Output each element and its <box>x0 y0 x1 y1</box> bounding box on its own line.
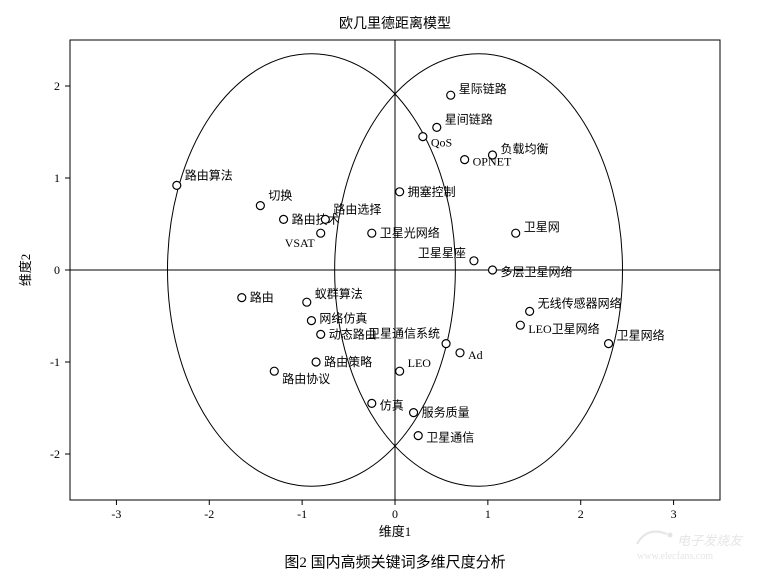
point-label: 网络仿真 <box>319 311 367 326</box>
y-axis-label: 维度2 <box>18 254 33 287</box>
point-label: 路由策略 <box>324 354 372 369</box>
point-label: 无线传感器网络 <box>538 295 622 310</box>
scatter-chart: 欧几里德距离模型-3-2-10123-2-1012维度1维度2路由算法切换路由技… <box>0 0 772 579</box>
point-label: 服务质量 <box>422 405 470 420</box>
point-label: 切换 <box>268 189 292 203</box>
data-point <box>307 317 315 325</box>
point-label: QoS <box>431 136 452 150</box>
data-point <box>270 367 278 375</box>
y-tick-label: 2 <box>54 79 60 93</box>
data-point <box>317 330 325 338</box>
data-point <box>526 307 534 315</box>
data-point <box>303 298 311 306</box>
data-point <box>605 340 613 348</box>
data-point <box>312 358 320 366</box>
point-label: 蚁群算法 <box>315 286 363 301</box>
y-tick-label: 0 <box>54 263 60 277</box>
point-label: 拥塞控制 <box>408 184 456 199</box>
x-tick-label: 0 <box>392 507 398 521</box>
point-label: 卫星通信 <box>426 431 474 445</box>
point-label: 路由协议 <box>282 371 330 386</box>
point-label: Ad <box>468 348 483 362</box>
x-tick-label: 2 <box>578 507 584 521</box>
point-label: 路由算法 <box>185 167 233 182</box>
data-point <box>238 294 246 302</box>
data-point <box>396 188 404 196</box>
data-point <box>516 321 524 329</box>
x-tick-label: 3 <box>671 507 677 521</box>
chart-container: 欧几里德距离模型-3-2-10123-2-1012维度1维度2路由算法切换路由技… <box>0 0 772 579</box>
y-tick-label: -2 <box>50 447 60 461</box>
x-tick-label: 1 <box>485 507 491 521</box>
watermark-url: www.elecfans.com <box>637 551 713 562</box>
data-point <box>461 156 469 164</box>
data-point <box>442 340 450 348</box>
y-tick-label: -1 <box>50 355 60 369</box>
data-point <box>396 367 404 375</box>
chart-caption: 图2 国内高频关键词多维尺度分析 <box>284 554 505 571</box>
data-point <box>317 229 325 237</box>
y-tick-label: 1 <box>54 171 60 185</box>
point-label: 星际链路 <box>459 81 507 96</box>
x-tick-label: -1 <box>297 507 307 521</box>
data-point <box>368 399 376 407</box>
data-point <box>456 349 464 357</box>
point-label: 卫星网 <box>524 220 560 234</box>
point-label: 路由 <box>250 290 274 305</box>
data-point <box>512 229 520 237</box>
data-point <box>489 151 497 159</box>
point-label: 负载均衡 <box>501 142 549 156</box>
data-point <box>256 202 264 210</box>
point-label: 仿真 <box>380 398 404 412</box>
point-label: 卫星光网络 <box>380 225 440 240</box>
x-axis-label: 维度1 <box>379 524 412 539</box>
data-point <box>410 409 418 417</box>
x-tick-label: -2 <box>204 507 214 521</box>
data-point <box>173 181 181 189</box>
data-point <box>368 229 376 237</box>
chart-title: 欧几里德距离模型 <box>339 15 451 32</box>
data-point <box>414 432 422 440</box>
data-point <box>419 133 427 141</box>
point-label: LEO <box>408 356 432 370</box>
point-label: VSAT <box>285 236 316 250</box>
watermark-text: 电子发烧友 <box>677 533 744 548</box>
point-label: 路由选择 <box>333 201 381 216</box>
data-point <box>321 215 329 223</box>
point-label: 星间链路 <box>445 111 493 126</box>
point-label: LEO卫星网络 <box>528 321 599 336</box>
data-point <box>470 257 478 265</box>
point-label: 卫星网络 <box>617 328 665 343</box>
data-point <box>447 91 455 99</box>
data-point <box>489 266 497 274</box>
chart-bg <box>0 0 772 579</box>
data-point <box>280 215 288 223</box>
point-label: 卫星通信系统 <box>368 327 440 341</box>
data-point <box>433 123 441 131</box>
point-label: 卫星星座 <box>418 245 466 260</box>
x-tick-label: -3 <box>111 507 121 521</box>
point-label: 多层卫星网络 <box>501 264 573 279</box>
